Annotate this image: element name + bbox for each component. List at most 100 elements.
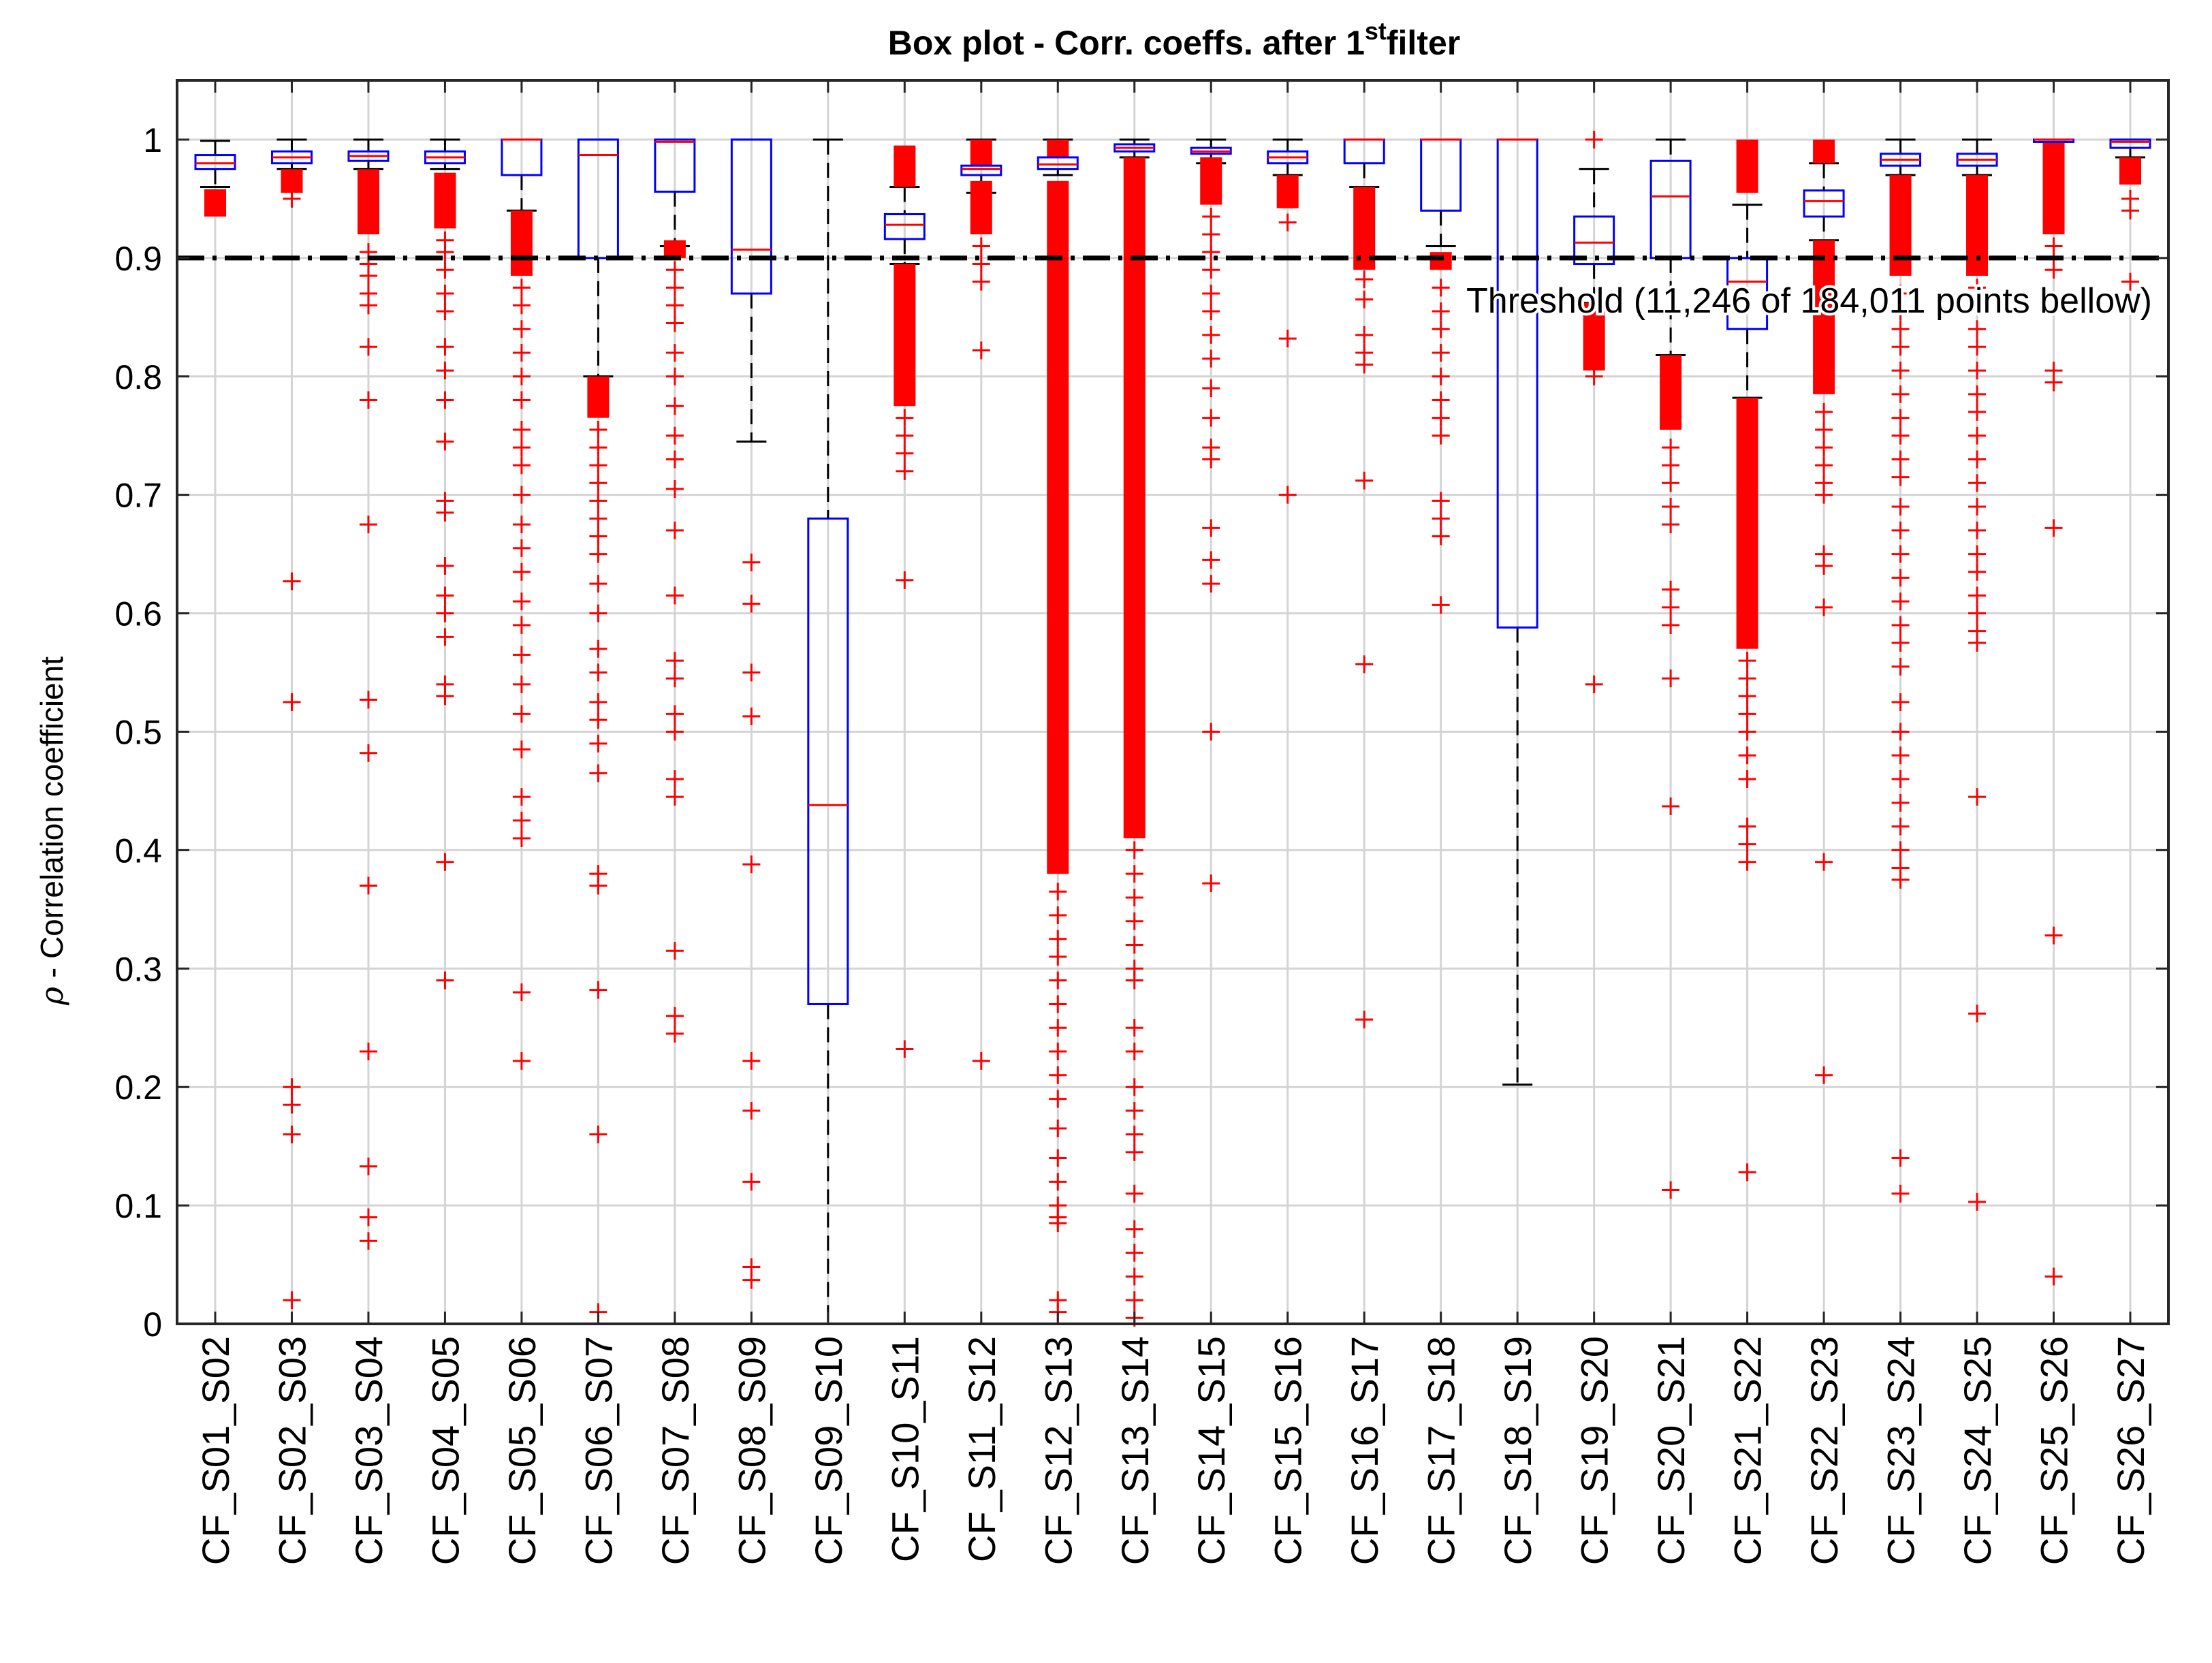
outlier-marker	[1125, 971, 1143, 989]
outlier-band	[1813, 240, 1835, 394]
outlier-marker	[512, 391, 531, 409]
outlier-marker	[1815, 486, 1833, 504]
outlier-marker	[589, 764, 607, 782]
y-tick-label: 0.6	[114, 595, 162, 633]
box-iqr	[960, 164, 1002, 176]
x-tick-label: CF_S14_S15	[1190, 1336, 1233, 1565]
outlier-marker	[436, 285, 454, 303]
x-tick-label: CF_S07_S08	[654, 1336, 697, 1565]
outlier-marker	[1355, 471, 1374, 490]
outlier-marker	[742, 855, 761, 874]
outlier-marker	[1049, 906, 1067, 925]
outlier-marker	[1432, 509, 1450, 528]
outlier-marker	[1738, 723, 1756, 741]
outlier-marker	[512, 740, 531, 759]
outlier-marker	[665, 261, 684, 279]
outlier-band	[587, 376, 610, 418]
outlier-marker	[512, 296, 531, 315]
outlier-marker	[1125, 888, 1143, 906]
outlier-marker	[1202, 379, 1220, 398]
outlier-marker	[1968, 788, 1987, 806]
outlier-marker	[283, 1125, 301, 1143]
outlier-band	[357, 169, 379, 235]
x-tick-label: CF_S08_S09	[730, 1336, 773, 1565]
box-CF_S23_S24	[1880, 138, 1922, 1203]
x-tick-label: CF_S01_S02	[194, 1336, 237, 1565]
y-tick-label: 0	[143, 1305, 162, 1344]
outlier-marker	[359, 516, 377, 534]
outlier-marker	[512, 486, 531, 504]
outlier-marker	[1202, 874, 1220, 893]
outlier-marker	[1738, 770, 1756, 789]
outlier-marker	[512, 592, 531, 611]
x-tick-label: CF_S02_S03	[270, 1336, 313, 1565]
outlier-marker	[283, 1096, 301, 1114]
outlier-marker	[1662, 1181, 1680, 1199]
outlier-marker	[1662, 439, 1680, 457]
outlier-marker	[512, 439, 531, 457]
outlier-marker	[512, 811, 531, 829]
outlier-marker	[1049, 930, 1067, 948]
outlier-marker	[1432, 279, 1450, 297]
x-tick-label: CF_S19_S20	[1573, 1336, 1616, 1565]
outlier-marker	[1968, 1004, 1987, 1023]
outlier-marker	[359, 1157, 377, 1175]
outlier-marker	[436, 586, 454, 605]
outlier-marker	[896, 1040, 914, 1058]
grid-layer	[177, 80, 2168, 1325]
outlier-marker	[972, 237, 990, 255]
outlier-marker	[742, 1271, 761, 1289]
outlier-marker	[436, 362, 454, 380]
outlier-marker	[665, 279, 684, 297]
outlier-marker	[1355, 326, 1374, 344]
outlier-marker	[1891, 320, 1910, 338]
outlier-marker	[1202, 349, 1220, 368]
x-tick-label: CF_S09_S10	[807, 1336, 850, 1565]
outlier-marker	[1202, 207, 1220, 225]
outlier-marker	[1891, 634, 1910, 652]
outlier-marker	[1049, 947, 1067, 966]
outlier-marker	[1968, 1192, 1987, 1211]
box-iqr	[883, 213, 926, 240]
box-CF_S15_S16	[1267, 138, 1309, 504]
outlier-marker	[1968, 604, 1987, 622]
outlier-marker	[589, 509, 607, 528]
outlier-marker	[896, 462, 914, 480]
outlier-marker	[896, 444, 914, 462]
outlier-marker	[2044, 519, 2063, 537]
outlier-marker	[1891, 841, 1910, 859]
box-CF_S18_S19	[1496, 138, 1538, 1086]
outlier-marker	[1891, 285, 1910, 303]
outlier-marker	[1968, 498, 1987, 516]
outlier-marker	[1968, 634, 1987, 652]
outlier-marker	[436, 261, 454, 279]
outlier-marker	[1968, 426, 1987, 445]
outlier-marker	[436, 853, 454, 871]
outlier-marker	[1355, 655, 1374, 674]
outlier-marker	[1125, 1125, 1143, 1143]
outlier-marker	[1891, 592, 1910, 611]
outlier-marker	[1891, 1184, 1910, 1203]
outlier-marker	[2121, 202, 2139, 220]
outlier-marker	[359, 1208, 377, 1226]
outlier-marker	[1738, 853, 1756, 871]
outlier-marker	[512, 279, 531, 297]
outlier-marker	[665, 397, 684, 415]
box-iqr	[577, 138, 619, 259]
y-axis-label: ρ - Correlation coefficient	[33, 656, 70, 1006]
y-tick-label: 0.3	[114, 950, 162, 988]
outlier-marker	[1891, 468, 1910, 486]
outlier-band	[1660, 355, 1682, 430]
outlier-marker	[665, 669, 684, 688]
outlier-marker	[1662, 516, 1680, 534]
outlier-marker	[436, 432, 454, 451]
outlier-marker	[512, 516, 531, 534]
outlier-marker	[972, 255, 990, 273]
outlier-marker	[1125, 1143, 1143, 1161]
outlier-marker	[742, 553, 761, 571]
outlier-marker	[665, 1024, 684, 1043]
box-CF_S04_S05	[424, 138, 466, 989]
outlier-marker	[1738, 746, 1756, 765]
outlier-marker	[589, 981, 607, 999]
